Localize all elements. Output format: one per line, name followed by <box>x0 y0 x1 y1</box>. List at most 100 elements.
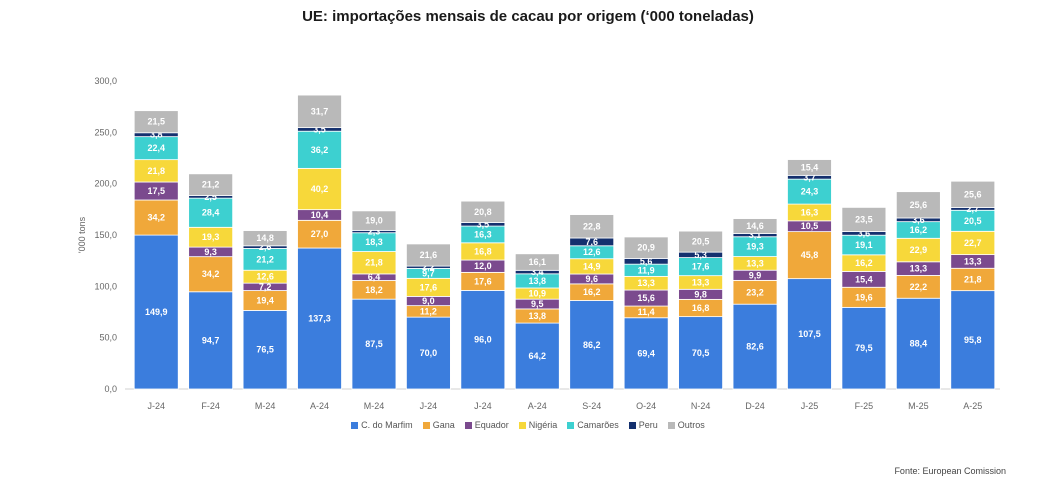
data-label: 70,0 <box>420 348 438 358</box>
data-label: 7,6 <box>585 237 598 247</box>
legend-swatch <box>464 421 472 429</box>
legend-item: Camarões <box>567 420 619 430</box>
y-tick-label: 150,0 <box>94 230 117 240</box>
bar-segment <box>297 219 342 249</box>
y-tick-label: 200,0 <box>94 179 117 189</box>
data-label: 13,3 <box>910 264 928 274</box>
data-label: 14,8 <box>256 233 274 243</box>
data-label: 34,2 <box>147 213 165 223</box>
data-label: 107,5 <box>798 329 821 339</box>
bar-segment <box>351 210 397 231</box>
data-label: 2,6 <box>259 242 272 252</box>
bar-segment <box>133 110 179 134</box>
data-label: 19,1 <box>855 240 873 250</box>
data-label: 22,9 <box>910 245 928 255</box>
x-tick-label: M-24 <box>364 401 385 411</box>
data-label: 9,3 <box>204 247 217 257</box>
data-label: 16,8 <box>474 246 492 256</box>
data-label: 22,4 <box>147 143 165 153</box>
y-tick-label: 250,0 <box>94 127 117 137</box>
data-label: 64,2 <box>529 351 547 361</box>
legend-item: C. do Marfim <box>351 420 413 430</box>
bar-segment <box>514 322 560 390</box>
data-label: 31,7 <box>311 106 329 116</box>
legend-swatch <box>422 421 430 429</box>
bar-segment <box>732 218 778 234</box>
data-label: 6,4 <box>368 272 381 282</box>
data-label: 16,1 <box>529 257 547 267</box>
data-label: 79,5 <box>855 343 873 353</box>
bar-segment <box>841 206 887 232</box>
bar-segment <box>895 297 941 390</box>
data-label: 3,1 <box>749 230 762 240</box>
bar-segment <box>678 230 723 253</box>
y-tick-label: 300,0 <box>94 76 117 86</box>
data-label: 17,5 <box>147 186 165 196</box>
data-label: 34,2 <box>202 269 220 279</box>
legend-label: Gana <box>432 420 455 430</box>
bar-segment <box>188 173 234 196</box>
bar-segment <box>623 236 669 259</box>
data-label: 69,4 <box>637 348 655 358</box>
bar-segment <box>787 159 832 176</box>
x-tick-label: F-25 <box>855 401 874 411</box>
bar-segment <box>678 316 723 390</box>
data-label: 22,7 <box>964 238 982 248</box>
data-label: 15,6 <box>637 293 655 303</box>
x-tick-label: S-24 <box>582 401 601 411</box>
x-tick-label: J-24 <box>474 401 492 411</box>
data-label: 21,2 <box>256 254 274 264</box>
bar-segment <box>406 243 451 267</box>
data-label: 13,3 <box>746 258 764 268</box>
x-tick-label: A-24 <box>528 401 547 411</box>
x-tick-label: N-24 <box>691 401 711 411</box>
y-tick-label: 50,0 <box>99 333 117 343</box>
data-label: 76,5 <box>256 345 274 355</box>
data-label: 88,4 <box>910 339 928 349</box>
data-label: 12,6 <box>583 247 601 257</box>
data-label: 23,5 <box>855 214 873 224</box>
data-label: 95,8 <box>964 335 982 345</box>
data-label: 2,2 <box>422 262 435 272</box>
x-tick-label: M-24 <box>255 401 276 411</box>
data-label: 13,3 <box>637 278 655 288</box>
bar-segment <box>406 316 451 390</box>
legend-label: Camarões <box>577 420 619 430</box>
source-note: Fonte: European Comission <box>894 466 1006 476</box>
data-label: 20,9 <box>637 243 655 253</box>
x-axis: J-24 F-24 M-24 A-24 M-24 J-24 J-24 A-24 S-24 O-24… <box>147 401 982 411</box>
data-label: 18,2 <box>365 285 383 295</box>
data-label: 9,5 <box>531 299 544 309</box>
legend: C. do Marfim Gana Equador Nigéria Camarões Pe… <box>0 420 1056 430</box>
data-label: 5,3 <box>694 250 707 260</box>
legend-item: Peru <box>628 420 658 430</box>
data-label: 27,0 <box>311 229 329 239</box>
legend-swatch <box>567 421 575 429</box>
data-label: 17,6 <box>420 282 438 292</box>
data-label: 19,3 <box>202 232 220 242</box>
bar-segment <box>242 310 288 390</box>
data-label: 19,6 <box>855 292 873 302</box>
data-label: 20,5 <box>964 216 982 226</box>
data-label: 9,9 <box>749 270 762 280</box>
bar-segment <box>297 167 342 211</box>
bar-segment <box>514 253 560 271</box>
x-tick-label: A-24 <box>310 401 329 411</box>
legend-swatch <box>351 421 359 429</box>
bar-segment <box>950 180 996 208</box>
data-label: 12,0 <box>474 261 492 271</box>
data-label: 28,4 <box>202 208 220 218</box>
data-label: 21,5 <box>147 117 165 127</box>
data-label: 11,9 <box>638 265 655 275</box>
data-label: 20,8 <box>474 207 492 217</box>
data-label: 22,8 <box>583 221 601 231</box>
data-label: 10,9 <box>529 289 547 299</box>
data-label: 25,6 <box>964 189 982 199</box>
data-label: 10,4 <box>311 210 329 220</box>
bar-segment <box>569 214 615 239</box>
bar-segment <box>242 230 288 247</box>
x-tick-label: J-25 <box>801 401 819 411</box>
bar-segment <box>732 303 778 390</box>
data-label: 9,6 <box>585 274 598 284</box>
